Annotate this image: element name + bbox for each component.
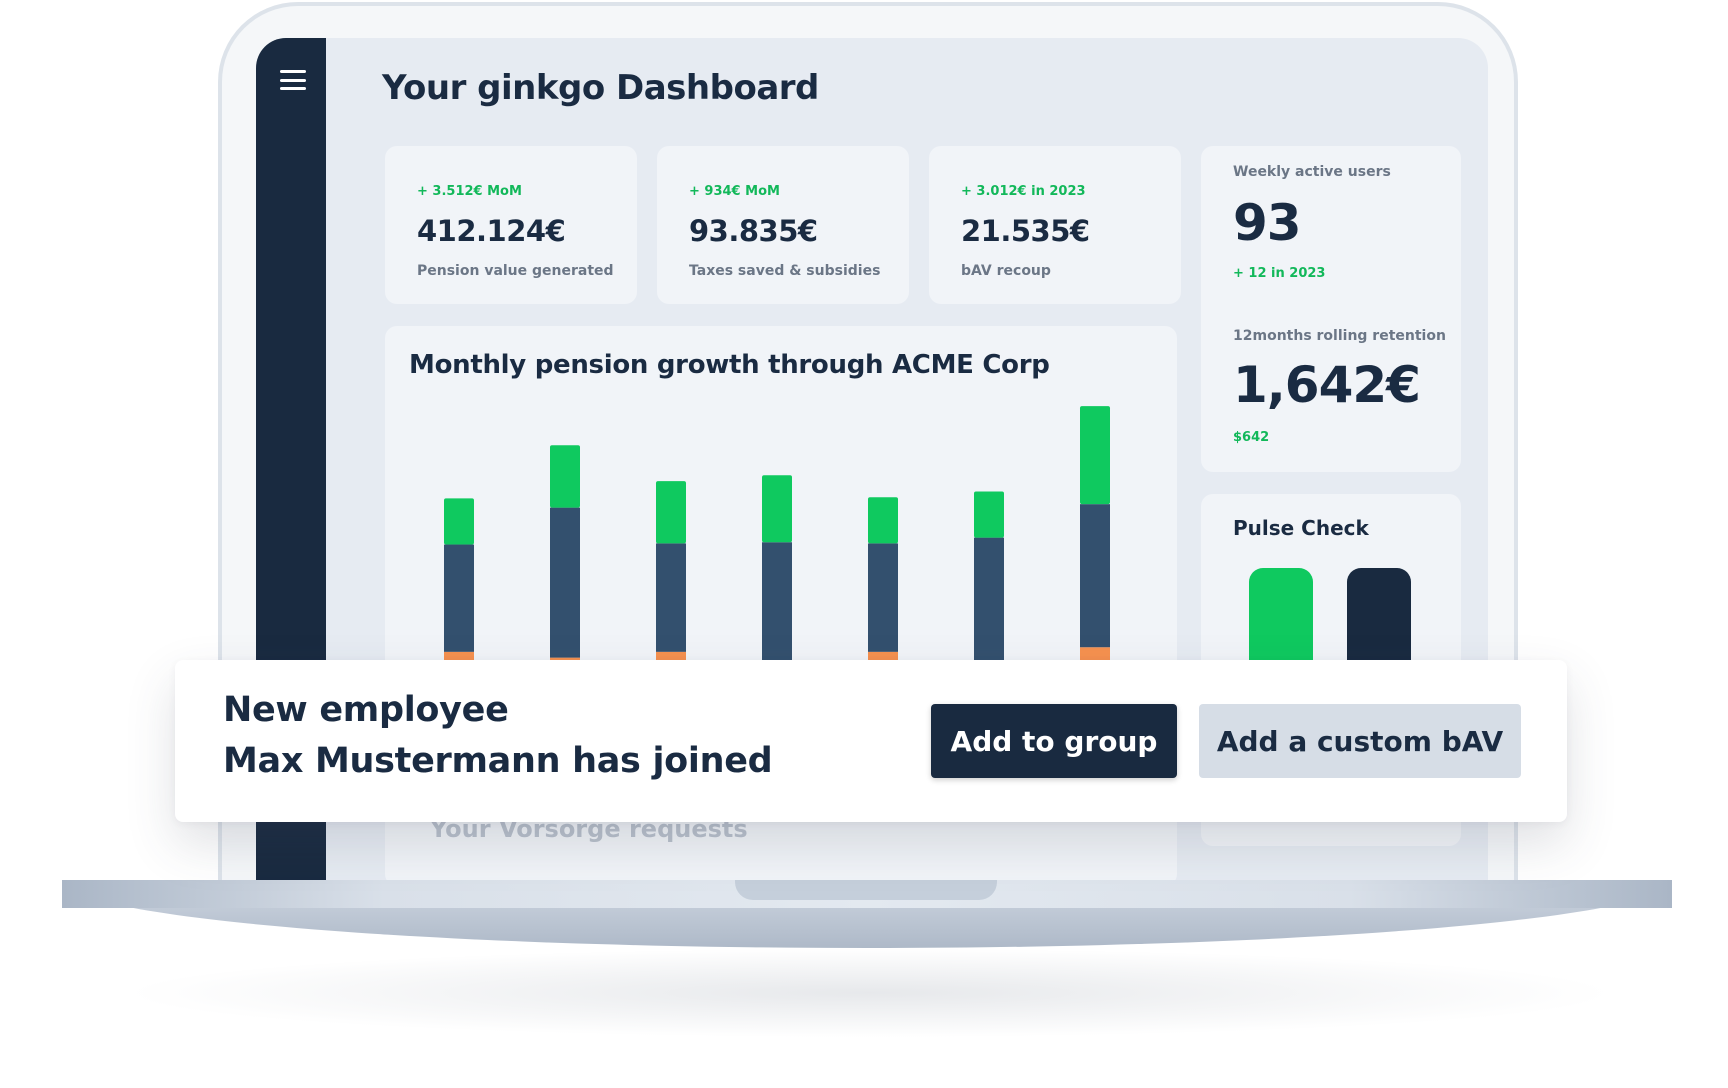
weekly-users-label: Weekly active users (1233, 164, 1391, 180)
laptop-shadow (120, 948, 1620, 1038)
bar-segment-series-3 (444, 498, 474, 545)
retention-delta: $642 (1233, 430, 1270, 445)
bar-segment-series-3 (974, 491, 1004, 538)
retention-value: 1,642€ (1233, 356, 1421, 414)
stat-card-pension-value: + 3.512€ MoM 412.124€ Pension value gene… (385, 146, 637, 304)
notification-title: New employee (223, 690, 509, 730)
stat-value: 93.835€ (689, 214, 818, 248)
stat-delta: + 3.012€ in 2023 (961, 184, 1086, 199)
bar-stack (1080, 406, 1110, 698)
stat-delta: + 3.512€ MoM (417, 184, 522, 199)
stat-delta: + 934€ MoM (689, 184, 780, 199)
bar-segment-series-3 (656, 481, 686, 544)
stat-value: 21.535€ (961, 214, 1090, 248)
stat-card-taxes-saved: + 934€ MoM 93.835€ Taxes saved & subsidi… (657, 146, 909, 304)
weekly-users-value: 93 (1233, 194, 1302, 252)
stat-value: 412.124€ (417, 214, 566, 248)
bar-segment-series-2 (656, 543, 686, 652)
bar-segment-series-2 (868, 543, 898, 652)
bar-segment-series-2 (762, 542, 792, 672)
bar-segment-series-3 (550, 445, 580, 508)
bar-segment-series-2 (550, 507, 580, 658)
page-title: Your ginkgo Dashboard (382, 68, 819, 108)
bar-segment-series-2 (444, 544, 474, 652)
laptop-notch (735, 880, 997, 900)
notification-message: Max Mustermann has joined (223, 741, 773, 781)
add-custom-bav-button[interactable]: Add a custom bAV (1199, 704, 1521, 778)
hamburger-menu-icon[interactable] (280, 70, 306, 90)
bar-segment-series-3 (868, 497, 898, 544)
bar-segment-series-2 (1080, 504, 1110, 648)
pulse-check-title: Pulse Check (1233, 516, 1369, 540)
new-employee-notification: New employee Max Mustermann has joined A… (175, 660, 1567, 822)
chart-title: Monthly pension growth through ACME Corp (409, 350, 1050, 380)
bar-segment-series-2 (974, 537, 1004, 667)
bar-segment-series-3 (762, 475, 792, 543)
stat-label: Taxes saved & subsidies (689, 263, 881, 279)
stat-label: bAV recoup (961, 263, 1051, 279)
weekly-users-delta: + 12 in 2023 (1233, 266, 1326, 281)
bar-segment-series-3 (1080, 406, 1110, 505)
add-to-group-button[interactable]: Add to group (931, 704, 1177, 778)
stat-card-bav-recoup: + 3.012€ in 2023 21.535€ bAV recoup (929, 146, 1181, 304)
users-retention-card: Weekly active users 93 + 12 in 2023 12mo… (1201, 146, 1461, 472)
stat-label: Pension value generated (417, 263, 614, 279)
retention-label: 12months rolling retention (1233, 328, 1446, 344)
